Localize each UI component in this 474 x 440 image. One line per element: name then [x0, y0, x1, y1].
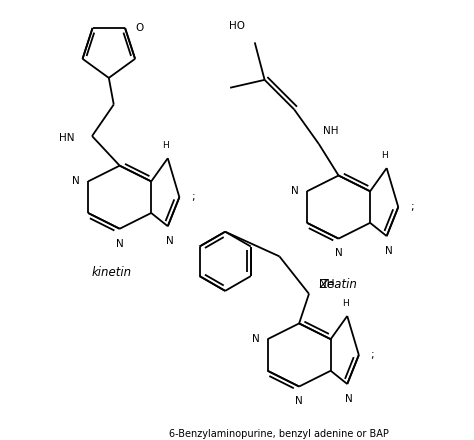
- Text: ;: ;: [371, 350, 374, 360]
- Text: Zeatin: Zeatin: [319, 278, 357, 291]
- Text: 6-Benzylaminopurine, benzyl adenine or BAP: 6-Benzylaminopurine, benzyl adenine or B…: [170, 429, 389, 439]
- Text: NH: NH: [323, 126, 338, 136]
- Text: N: N: [292, 186, 299, 196]
- Text: N: N: [116, 238, 124, 249]
- Text: N: N: [295, 396, 303, 407]
- Text: N: N: [335, 249, 342, 258]
- Text: ;: ;: [410, 202, 414, 212]
- Text: N: N: [252, 334, 260, 344]
- Text: HN: HN: [59, 133, 74, 143]
- Text: H: H: [381, 151, 388, 160]
- Text: ;: ;: [191, 192, 195, 202]
- Text: N: N: [346, 394, 353, 404]
- Text: HO: HO: [229, 21, 245, 30]
- Text: N: N: [73, 176, 80, 187]
- Text: O: O: [135, 23, 143, 33]
- Text: H: H: [342, 299, 349, 308]
- Text: NH: NH: [319, 279, 335, 289]
- Text: N: N: [166, 236, 173, 246]
- Text: kinetin: kinetin: [91, 266, 132, 279]
- Text: H: H: [163, 141, 169, 150]
- Text: N: N: [385, 246, 392, 256]
